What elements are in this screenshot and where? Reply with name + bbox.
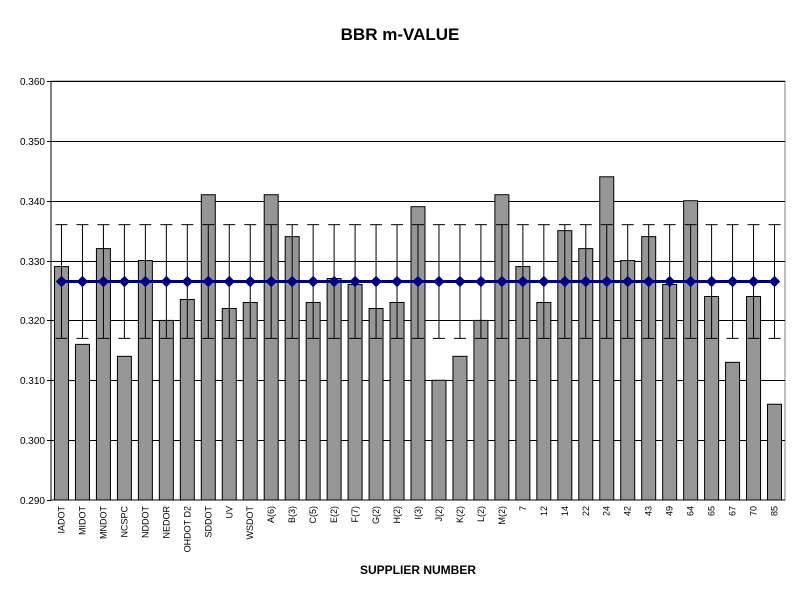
x-category-label: UV (224, 506, 234, 519)
x-category-label: 24 (602, 506, 612, 516)
x-category-label: NDDOT (140, 506, 150, 538)
mean-marker (244, 275, 256, 288)
x-category-label: 49 (665, 506, 675, 516)
bar (725, 361, 741, 501)
mean-marker (726, 275, 739, 288)
mean-marker (768, 275, 781, 288)
x-category-label: H(2) (392, 506, 402, 524)
x-category-label: C(5) (308, 506, 318, 524)
mean-marker (412, 275, 424, 288)
bar (473, 319, 489, 501)
mean-marker (705, 275, 718, 288)
y-tick-label: 0.320 (20, 316, 45, 327)
mean-marker (286, 275, 298, 288)
y-tick-label: 0.310 (20, 376, 45, 387)
x-category-label: 70 (749, 506, 759, 516)
mean-marker (370, 275, 382, 288)
bar (431, 379, 447, 501)
x-category-label: G(2) (371, 506, 381, 524)
x-category-label: A(6) (266, 506, 276, 523)
bar (767, 403, 783, 501)
mean-marker (496, 275, 508, 288)
y-tick-label: 0.330 (20, 257, 45, 268)
x-category-label: IADOT (56, 506, 66, 534)
mean-marker (747, 275, 760, 288)
x-category-label: K(2) (455, 506, 465, 523)
chart-title: BBR m-VALUE (341, 25, 460, 44)
bar-series (53, 176, 783, 501)
x-category-label: WSDOT (245, 506, 255, 540)
y-tick-label: 0.340 (20, 197, 45, 208)
x-category-label: 65 (707, 506, 717, 516)
mean-marker (517, 275, 529, 288)
mean-marker (76, 275, 89, 288)
x-category-label: 85 (770, 506, 780, 516)
x-category-label: OHDOT D2 (182, 506, 192, 552)
bar (116, 355, 132, 501)
x-category-label: I(3) (413, 506, 423, 520)
bar (158, 319, 174, 501)
mean-marker (139, 275, 152, 288)
y-tick-label: 0.360 (20, 77, 45, 88)
mean-marker (97, 275, 110, 288)
x-axis-title: SUPPLIER NUMBER (360, 563, 476, 577)
y-tick-label: 0.350 (20, 137, 45, 148)
x-category-label: 67 (728, 506, 738, 516)
mean-marker (118, 275, 131, 288)
x-category-label: 7 (518, 506, 528, 511)
mean-marker (642, 275, 655, 288)
x-category-label: MNDOT (98, 506, 108, 539)
x-category-label: SDDOT (203, 505, 213, 537)
mean-marker (265, 275, 277, 288)
bar (452, 355, 468, 501)
mean-marker (622, 275, 634, 288)
mean-marker (454, 275, 466, 288)
y-tick-label: 0.300 (20, 436, 45, 447)
x-category-label: NEDOR (161, 506, 171, 539)
mean-marker (663, 275, 676, 288)
bar (74, 343, 90, 501)
mean-marker (223, 275, 235, 288)
mean-marker (580, 275, 592, 288)
x-category-label: 22 (581, 506, 591, 516)
x-category-label: 64 (686, 506, 696, 516)
x-category-label: 14 (560, 506, 570, 516)
y-axis-ticks: 0.290 0.300 0.310 0.320 0.330 0.340 0.350 0.360 (20, 77, 51, 507)
mean-marker (349, 275, 361, 288)
mean-marker (202, 275, 214, 288)
mean-marker (475, 275, 487, 288)
mean-marker (684, 275, 697, 288)
mean-marker (538, 275, 550, 288)
mean-line-series (55, 275, 781, 288)
x-category-label: MIDOT (77, 506, 87, 535)
x-category-label: J(2) (434, 506, 444, 522)
mean-marker (391, 275, 403, 288)
x-category-label: 43 (644, 506, 654, 516)
mean-marker (328, 275, 340, 288)
x-category-label: F(7) (350, 506, 360, 523)
y-tick-label: 0.290 (20, 496, 45, 507)
x-category-label: 12 (539, 506, 549, 516)
x-category-label: 42 (623, 506, 633, 516)
x-axis-category-labels: IADOT MIDOT MNDOT NCSPC NDDOT NEDOR OHDOT D2 SD… (56, 505, 779, 552)
x-category-label: NCSPC (119, 506, 129, 538)
x-category-label: L(2) (476, 506, 486, 522)
mean-marker (307, 275, 319, 288)
mean-marker (181, 275, 194, 288)
mean-marker (601, 275, 613, 288)
mean-marker (559, 275, 571, 288)
x-category-label: M(2) (497, 506, 507, 524)
x-category-label: E(2) (329, 506, 339, 523)
x-category-label: B(3) (287, 506, 297, 523)
mean-marker (55, 275, 68, 288)
mean-marker (160, 275, 173, 288)
mean-marker (433, 275, 445, 288)
